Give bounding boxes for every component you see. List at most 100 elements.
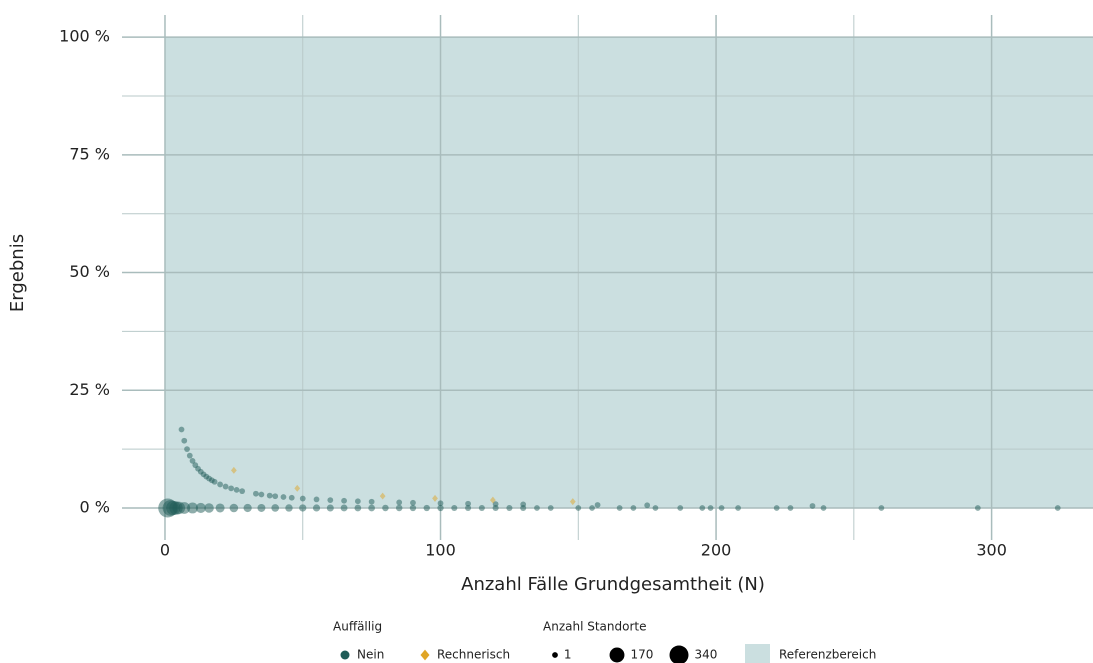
diamond-point — [379, 492, 386, 500]
diamond-point — [432, 494, 438, 502]
legend-label: Nein — [357, 648, 384, 662]
point — [217, 481, 223, 488]
point — [677, 505, 684, 511]
point — [178, 502, 191, 514]
x-tick-label: 200 — [701, 541, 732, 560]
point — [616, 505, 623, 511]
point — [211, 478, 218, 485]
point — [534, 505, 540, 511]
point — [253, 490, 259, 497]
point — [189, 458, 196, 464]
point — [195, 502, 206, 514]
point — [547, 505, 554, 511]
size-legend-marker — [552, 652, 558, 658]
point — [809, 503, 816, 509]
point — [437, 504, 444, 512]
point — [395, 504, 403, 512]
diamond-point — [294, 484, 301, 492]
x-tick-label: 100 — [425, 541, 456, 560]
point — [280, 494, 287, 500]
point — [299, 504, 307, 512]
point — [575, 505, 582, 511]
point — [368, 498, 375, 505]
point — [327, 497, 334, 503]
point — [520, 504, 527, 512]
point — [492, 504, 499, 512]
point — [258, 491, 265, 498]
point — [354, 504, 362, 512]
point — [630, 505, 637, 511]
point — [340, 650, 350, 660]
point — [178, 426, 185, 433]
size-legend-label: 1 — [564, 648, 572, 662]
point — [506, 504, 513, 512]
point — [340, 504, 348, 512]
legend-label: Rechnerisch — [437, 648, 510, 662]
size-legend-label: 340 — [695, 648, 718, 662]
y-tick-label: 50 % — [69, 262, 110, 281]
point — [299, 495, 306, 502]
point — [699, 505, 706, 511]
point — [652, 505, 659, 511]
point — [368, 504, 375, 512]
point — [718, 505, 725, 511]
point — [233, 486, 240, 493]
point — [354, 498, 361, 505]
point — [465, 500, 471, 507]
point — [382, 504, 389, 512]
point — [222, 483, 229, 490]
point — [1054, 505, 1061, 511]
point — [184, 446, 190, 453]
point — [594, 502, 601, 508]
size-legend-marker — [609, 647, 625, 663]
legend-label: Referenzbereich — [779, 648, 876, 662]
point — [229, 503, 239, 513]
point — [878, 505, 885, 511]
point — [285, 504, 293, 512]
point — [272, 493, 279, 500]
size-legend-label: 170 — [630, 648, 653, 662]
point — [313, 496, 320, 503]
point — [423, 504, 430, 512]
point — [974, 505, 981, 511]
point — [644, 502, 651, 509]
point — [735, 505, 741, 511]
point — [451, 504, 458, 512]
y-tick-label: 25 % — [69, 380, 110, 399]
point — [478, 504, 485, 512]
y-tick-label: 0 % — [80, 497, 110, 516]
y-tick-label: 100 % — [59, 27, 110, 46]
legend-title: Auffällig — [333, 620, 382, 634]
point — [437, 500, 444, 507]
x-tick-label: 300 — [976, 541, 1007, 560]
point — [181, 437, 188, 444]
point — [787, 505, 794, 511]
point — [326, 504, 334, 512]
y-tick-label: 75 % — [69, 144, 110, 163]
diamond-point — [569, 498, 576, 506]
size-legend-title: Anzahl Standorte — [543, 620, 646, 634]
point — [410, 499, 416, 506]
point — [312, 504, 321, 512]
point — [204, 503, 214, 513]
point — [186, 452, 193, 459]
point — [239, 488, 246, 495]
diamond-point — [420, 649, 430, 661]
point — [271, 504, 280, 512]
point — [243, 503, 252, 513]
x-tick-label: 0 — [160, 541, 170, 560]
legend-reference-swatch — [745, 644, 770, 663]
size-legend-marker — [669, 645, 689, 663]
point — [341, 497, 347, 504]
point — [288, 494, 295, 501]
point — [820, 505, 827, 511]
diamond-point — [230, 466, 237, 474]
point — [257, 504, 266, 512]
point — [215, 503, 225, 513]
diamond-point — [489, 496, 496, 504]
point — [465, 504, 472, 512]
point — [589, 505, 595, 511]
point — [707, 505, 714, 511]
point — [409, 504, 417, 512]
